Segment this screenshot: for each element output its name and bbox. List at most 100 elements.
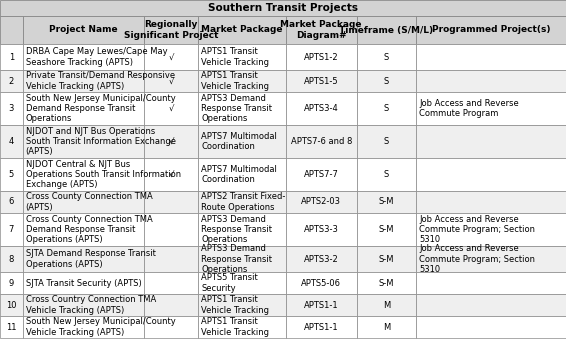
Bar <box>144 44 198 70</box>
Bar <box>144 294 198 316</box>
Bar <box>144 70 198 92</box>
Text: Private Transit/Demand Responsive
Vehicle Tracking (APTS): Private Transit/Demand Responsive Vehicl… <box>25 71 175 91</box>
Text: APTS1-2: APTS1-2 <box>304 52 338 61</box>
Bar <box>23 92 144 125</box>
Bar <box>0 125 23 158</box>
Bar <box>23 294 144 316</box>
Text: APTS7 Multimodal
Coordination: APTS7 Multimodal Coordination <box>201 132 277 151</box>
Bar <box>198 44 286 70</box>
Bar <box>198 70 286 92</box>
Text: Cross County Connection TMA
Demand Response Transit
Operations (APTS): Cross County Connection TMA Demand Respo… <box>25 215 152 245</box>
Text: S-M: S-M <box>379 197 394 206</box>
Bar <box>144 16 198 44</box>
Bar <box>416 191 566 213</box>
Text: Regionally
Significant Project: Regionally Significant Project <box>124 20 218 40</box>
Bar <box>144 92 198 125</box>
Text: 8: 8 <box>8 255 14 263</box>
Text: S: S <box>384 104 389 113</box>
Text: APTS2-03: APTS2-03 <box>301 197 341 206</box>
Text: S-M: S-M <box>379 278 394 287</box>
Bar <box>286 213 357 246</box>
Bar <box>144 213 198 246</box>
Bar <box>357 191 416 213</box>
Text: South New Jersey Municipal/County
Vehicle Tracking (APTS): South New Jersey Municipal/County Vehicl… <box>25 317 175 337</box>
Bar <box>23 44 144 70</box>
Bar <box>198 246 286 272</box>
Bar <box>23 158 144 191</box>
Text: APTS2 Transit Fixed-
Route Operations: APTS2 Transit Fixed- Route Operations <box>201 192 285 212</box>
Text: APTS5-06: APTS5-06 <box>301 278 341 287</box>
Text: South New Jersey Municipal/County
Demand Response Transit
Operations: South New Jersey Municipal/County Demand… <box>25 94 175 124</box>
Bar <box>0 294 23 316</box>
Bar <box>198 294 286 316</box>
Bar <box>198 213 286 246</box>
Bar <box>286 70 357 92</box>
Bar <box>357 294 416 316</box>
Bar <box>416 70 566 92</box>
Bar <box>0 92 23 125</box>
Text: 11: 11 <box>6 322 16 332</box>
Text: NJDOT and NJT Bus Operations
South Transit Information Exchange
(APTS): NJDOT and NJT Bus Operations South Trans… <box>25 127 175 156</box>
Bar <box>23 70 144 92</box>
Bar <box>286 125 357 158</box>
Bar <box>357 246 416 272</box>
Text: Market Package
Diagram#: Market Package Diagram# <box>281 20 362 40</box>
Text: Timeframe (S/M/L): Timeframe (S/M/L) <box>339 25 434 35</box>
Text: APTS5 Transit
Security: APTS5 Transit Security <box>201 273 258 293</box>
Text: S-M: S-M <box>379 225 394 234</box>
Text: 7: 7 <box>8 225 14 234</box>
Text: APTS3-3: APTS3-3 <box>304 225 338 234</box>
Bar <box>286 272 357 294</box>
Text: Project Name: Project Name <box>49 25 118 35</box>
Bar <box>286 44 357 70</box>
Bar <box>144 191 198 213</box>
Bar <box>416 316 566 338</box>
Bar <box>416 16 566 44</box>
Bar <box>357 213 416 246</box>
Text: APTS1-1: APTS1-1 <box>304 301 338 310</box>
Bar <box>144 316 198 338</box>
Text: APTS1-5: APTS1-5 <box>304 76 338 85</box>
Text: 4: 4 <box>8 137 14 146</box>
Bar <box>0 213 23 246</box>
Bar <box>357 158 416 191</box>
Bar <box>144 125 198 158</box>
Text: √: √ <box>169 170 174 179</box>
Text: APTS1 Transit
Vehicle Tracking: APTS1 Transit Vehicle Tracking <box>201 47 269 67</box>
Bar <box>286 316 357 338</box>
Text: S-M: S-M <box>379 255 394 263</box>
Bar <box>0 316 23 338</box>
Text: APTS1-1: APTS1-1 <box>304 322 338 332</box>
Text: Southern Transit Projects: Southern Transit Projects <box>208 3 358 13</box>
Bar <box>0 191 23 213</box>
Bar <box>286 16 357 44</box>
Bar <box>23 246 144 272</box>
Bar <box>0 272 23 294</box>
Bar <box>198 316 286 338</box>
Bar <box>198 272 286 294</box>
Bar <box>23 213 144 246</box>
Bar <box>357 92 416 125</box>
Text: √: √ <box>169 52 174 61</box>
Bar <box>416 294 566 316</box>
Text: S: S <box>384 52 389 61</box>
Text: DRBA Cape May Lewes/Cape May
Seashore Tracking (APTS): DRBA Cape May Lewes/Cape May Seashore Tr… <box>25 47 168 67</box>
Bar <box>286 294 357 316</box>
Bar <box>144 272 198 294</box>
Text: 2: 2 <box>8 76 14 85</box>
Text: APTS7 Multimodal
Coordination: APTS7 Multimodal Coordination <box>201 165 277 184</box>
Bar <box>357 70 416 92</box>
Text: SJTA Transit Security (APTS): SJTA Transit Security (APTS) <box>25 278 142 287</box>
Bar <box>286 191 357 213</box>
Bar <box>144 158 198 191</box>
Bar <box>357 44 416 70</box>
Bar <box>23 16 144 44</box>
Bar <box>198 16 286 44</box>
Text: 5: 5 <box>8 170 14 179</box>
Bar <box>0 0 566 16</box>
Bar <box>0 44 23 70</box>
Bar <box>416 92 566 125</box>
Bar <box>23 272 144 294</box>
Bar <box>198 92 286 125</box>
Text: APTS3-4: APTS3-4 <box>304 104 338 113</box>
